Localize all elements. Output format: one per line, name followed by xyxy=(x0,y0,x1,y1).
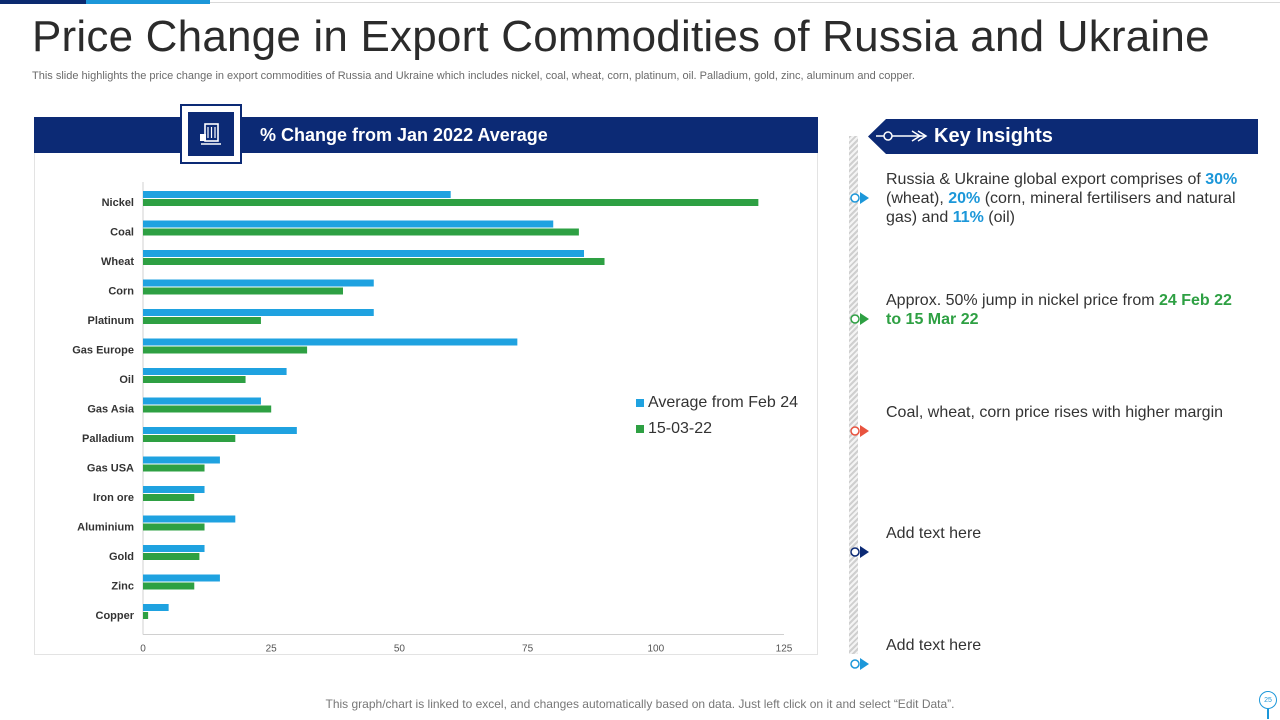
bar-series-1 xyxy=(143,279,374,287)
top-rule xyxy=(210,2,1280,3)
insight-text: Add text here xyxy=(886,636,1246,655)
insight-text-part: 11% xyxy=(952,209,984,226)
bar-series-2 xyxy=(143,376,246,383)
bar-series-2 xyxy=(143,582,195,590)
insight-text-part: 30% xyxy=(1205,171,1238,188)
category-label: Wheat xyxy=(101,256,134,268)
page-subtitle: This slide highlights the price change i… xyxy=(32,70,915,82)
category-label: Zinc xyxy=(111,581,134,593)
category-label: Gas Europe xyxy=(72,345,134,357)
bar-series-1 xyxy=(143,574,220,582)
bar-series-1 xyxy=(143,545,205,552)
page-title: Price Change in Export Commodities of Ru… xyxy=(32,12,1210,61)
insight-text-part: 20% xyxy=(948,190,981,207)
insight-text-part: Add text here xyxy=(886,637,982,654)
insight-text-part: Coal, wheat, corn price rises with highe… xyxy=(886,404,1224,421)
bar-series-2 xyxy=(143,612,149,619)
category-label: Iron ore xyxy=(93,492,134,504)
bar-series-2 xyxy=(143,553,200,560)
bar-series-1 xyxy=(143,515,236,523)
insights-title: Key Insights xyxy=(934,125,1053,147)
bar-series-1 xyxy=(143,338,518,346)
x-tick-label: 125 xyxy=(776,644,793,654)
insight-marker-icon xyxy=(850,313,869,325)
chart-header-bar xyxy=(34,117,818,153)
insight-text: Approx. 50% jump in nickel price from 24… xyxy=(886,291,1246,329)
category-label: Corn xyxy=(108,286,134,298)
building-icon xyxy=(188,112,234,156)
category-label: Platinum xyxy=(88,315,135,327)
chart-header-badge xyxy=(180,104,242,164)
insight-marker-icon xyxy=(850,546,869,558)
legend-swatch-series-1 xyxy=(636,399,644,407)
category-label: Nickel xyxy=(102,197,134,209)
x-tick-label: 50 xyxy=(394,644,406,654)
category-label: Coal xyxy=(110,227,134,239)
insight-marker-icon xyxy=(850,192,869,204)
chart-legend: Average from Feb 24 15-03-22 xyxy=(636,390,798,442)
insight-text-part: Russia & Ukraine global export comprises… xyxy=(886,171,1206,188)
bar-series-2 xyxy=(143,258,605,265)
page-number: 25 xyxy=(1259,691,1277,709)
legend-swatch-series-2 xyxy=(636,425,644,433)
bar-series-2 xyxy=(143,199,759,206)
insight-text-part: Add text here xyxy=(886,525,982,542)
bar-series-2 xyxy=(143,523,205,531)
timeline-line xyxy=(849,136,858,654)
insight-marker-icon xyxy=(850,425,869,437)
bar-series-1 xyxy=(143,250,585,257)
legend-item-series-1: Average from Feb 24 xyxy=(636,390,798,416)
insight-text-part: 24 Feb 22 to 15 Mar 22 xyxy=(886,292,1232,328)
insight-text: Russia & Ukraine global export comprises… xyxy=(886,170,1246,227)
bar-series-1 xyxy=(143,604,169,611)
insight-text-part: (oil) xyxy=(983,209,1015,226)
x-tick-label: 25 xyxy=(266,644,278,654)
bar-series-1 xyxy=(143,368,287,375)
category-label: Gas USA xyxy=(87,463,134,475)
category-label: Gas Asia xyxy=(87,404,135,416)
insight-text-part: (wheat), xyxy=(886,190,949,207)
category-label: Oil xyxy=(119,374,134,386)
bar-series-1 xyxy=(143,427,297,434)
bar-chart: Nickel Coal Wheat Corn Platinum Gas Europe Oil… xyxy=(72,182,793,654)
arrow-icon xyxy=(876,130,928,142)
insights-header-bar xyxy=(868,119,1258,154)
bar-series-2 xyxy=(143,464,205,472)
top-accent-dark xyxy=(0,0,86,4)
bar-series-1 xyxy=(143,191,451,198)
insight-marker-icon xyxy=(850,658,869,670)
bar-series-2 xyxy=(143,405,272,413)
category-label: Gold xyxy=(109,551,134,563)
chart-title: % Change from Jan 2022 Average xyxy=(260,125,548,145)
insight-text: Add text here xyxy=(886,524,1246,543)
insight-text-part: Approx. 50% jump in nickel price from xyxy=(886,292,1159,309)
bar-series-2 xyxy=(143,435,236,442)
bar-series-1 xyxy=(143,397,261,405)
legend-item-series-2: 15-03-22 xyxy=(636,416,798,442)
bar-series-1 xyxy=(143,456,220,464)
category-label: Copper xyxy=(96,610,135,622)
chart-panel xyxy=(34,117,818,655)
bar-series-2 xyxy=(143,228,579,236)
bar-series-1 xyxy=(143,220,554,228)
x-tick-label: 100 xyxy=(647,644,664,654)
top-accent-blue xyxy=(86,0,210,4)
bar-series-1 xyxy=(143,486,205,493)
bar-series-2 xyxy=(143,346,308,354)
legend-label-series-2: 15-03-22 xyxy=(648,420,713,437)
footer-note: This graph/chart is linked to excel, and… xyxy=(325,697,955,711)
bar-series-1 xyxy=(143,309,374,316)
bar-series-2 xyxy=(143,287,343,295)
bar-series-2 xyxy=(143,494,195,501)
legend-label-series-1: Average from Feb 24 xyxy=(648,394,799,411)
x-tick-label: 75 xyxy=(522,644,534,654)
bar-series-2 xyxy=(143,317,261,324)
x-tick-label: 0 xyxy=(140,644,146,654)
category-label: Aluminium xyxy=(77,522,134,534)
insight-text-part: (corn, mineral fertilisers and natural g… xyxy=(886,190,1236,226)
category-label: Palladium xyxy=(82,433,134,445)
insight-text: Coal, wheat, corn price rises with highe… xyxy=(886,403,1246,422)
page-number-stem xyxy=(1267,709,1269,719)
